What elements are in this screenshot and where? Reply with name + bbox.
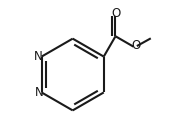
Text: O: O [131, 39, 140, 52]
Text: N: N [35, 86, 43, 99]
Text: N: N [34, 50, 43, 63]
Text: O: O [111, 7, 120, 20]
